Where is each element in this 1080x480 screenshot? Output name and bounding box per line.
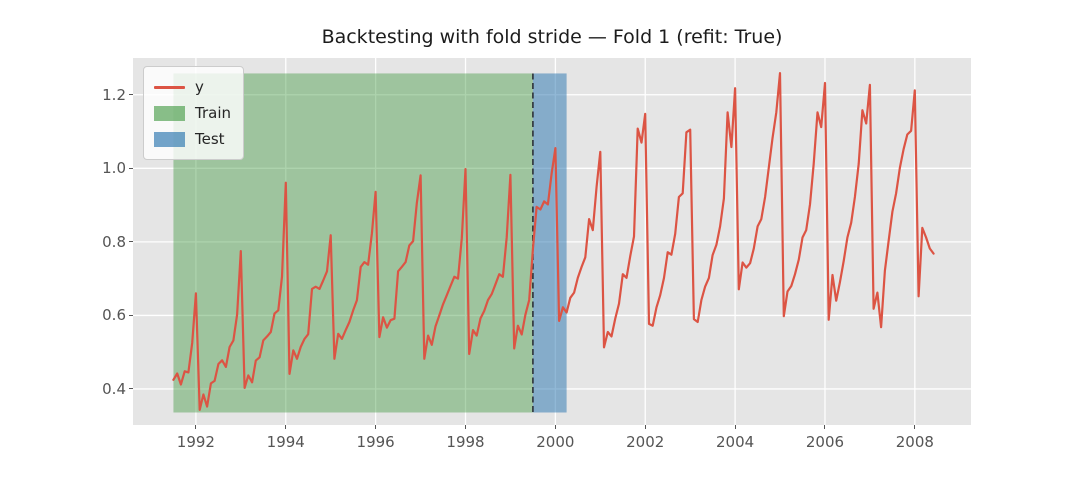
series-line	[172, 72, 935, 411]
y-tick-label: 0.6	[102, 306, 126, 325]
y-tick-label: 1.0	[102, 159, 126, 178]
x-tick-mark	[375, 425, 377, 429]
test-region-swatch	[154, 131, 185, 147]
x-tick-mark	[554, 425, 556, 429]
x-tick-mark	[195, 425, 197, 429]
x-tick-label: 2004	[716, 433, 755, 451]
legend-label-y: y	[195, 78, 204, 96]
x-tick-label: 1994	[266, 433, 305, 451]
y-tick-label: 0.4	[102, 379, 126, 398]
x-tick-label: 1996	[356, 433, 395, 451]
x-tick-mark	[734, 425, 736, 429]
y-tick-mark	[129, 241, 133, 243]
y-tick-mark	[129, 94, 133, 96]
legend-label-test: Test	[195, 130, 225, 148]
x-tick-mark	[914, 425, 916, 429]
y-tick-mark	[129, 388, 133, 390]
series-line-swatch	[154, 85, 185, 89]
y-tick-mark	[129, 314, 133, 316]
chart-title: Backtesting with fold stride — Fold 1 (r…	[321, 26, 783, 48]
y-tick-mark	[129, 167, 133, 169]
x-tick-label: 2002	[626, 433, 665, 451]
legend-label-train: Train	[195, 104, 231, 122]
legend-item-test: Test	[154, 126, 233, 152]
x-tick-mark	[824, 425, 826, 429]
x-tick-label: 2006	[805, 433, 845, 451]
plot-area	[133, 58, 971, 425]
x-tick-mark	[644, 425, 646, 429]
legend-item-train: Train	[154, 100, 233, 126]
plot-canvas	[133, 58, 971, 425]
train-region-swatch	[154, 105, 185, 121]
x-tick-label: 1998	[446, 433, 485, 451]
x-tick-label: 1992	[176, 433, 215, 451]
legend: y Train Test	[143, 66, 244, 160]
test-region	[532, 73, 567, 413]
y-tick-label: 0.8	[102, 232, 126, 251]
x-tick-mark	[285, 425, 287, 429]
legend-item-y: y	[154, 74, 233, 100]
x-tick-label: 2008	[895, 433, 934, 451]
y-tick-label: 1.2	[102, 85, 126, 104]
x-tick-label: 2000	[536, 433, 575, 451]
x-tick-mark	[465, 425, 466, 429]
